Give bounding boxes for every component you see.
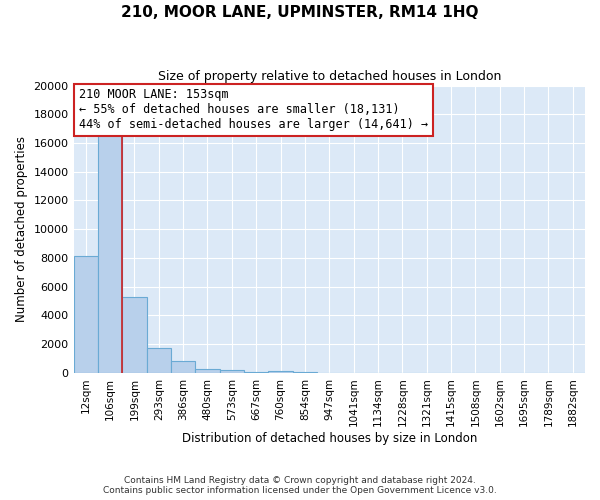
Text: Contains HM Land Registry data © Crown copyright and database right 2024.
Contai: Contains HM Land Registry data © Crown c… <box>103 476 497 495</box>
Bar <box>196 368 220 373</box>
Bar <box>220 370 244 373</box>
Bar <box>74 256 98 373</box>
Text: 210, MOOR LANE, UPMINSTER, RM14 1HQ: 210, MOOR LANE, UPMINSTER, RM14 1HQ <box>121 5 479 20</box>
Bar <box>98 134 122 373</box>
Bar <box>122 296 146 373</box>
Title: Size of property relative to detached houses in London: Size of property relative to detached ho… <box>158 70 501 83</box>
Bar <box>171 362 196 373</box>
Bar <box>244 372 268 373</box>
Bar <box>146 348 171 373</box>
X-axis label: Distribution of detached houses by size in London: Distribution of detached houses by size … <box>182 432 477 445</box>
Bar <box>268 372 293 373</box>
Text: 210 MOOR LANE: 153sqm
← 55% of detached houses are smaller (18,131)
44% of semi-: 210 MOOR LANE: 153sqm ← 55% of detached … <box>79 88 428 132</box>
Y-axis label: Number of detached properties: Number of detached properties <box>15 136 28 322</box>
